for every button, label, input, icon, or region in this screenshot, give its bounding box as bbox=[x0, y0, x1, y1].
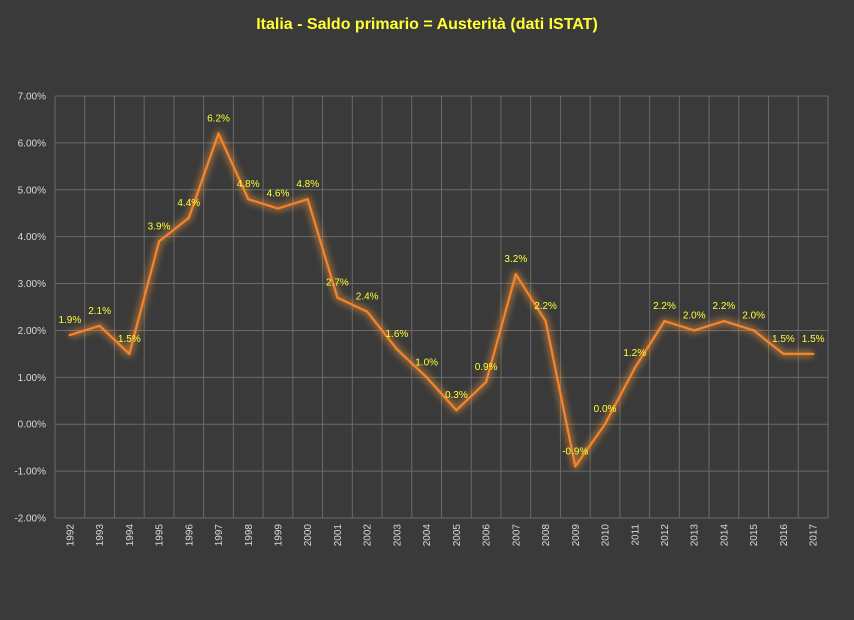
data-label: 2.4% bbox=[356, 292, 379, 303]
data-point bbox=[336, 296, 339, 299]
x-tick-label: 2013 bbox=[690, 524, 701, 547]
y-tick-label: -1.00% bbox=[14, 467, 46, 478]
data-label: 1.6% bbox=[386, 329, 409, 340]
data-label: 4.4% bbox=[177, 198, 200, 209]
data-label: 4.6% bbox=[267, 189, 290, 200]
x-tick-label: 2005 bbox=[452, 524, 463, 547]
data-label: 2.2% bbox=[534, 301, 557, 312]
x-tick-label: 2006 bbox=[482, 524, 493, 547]
data-point bbox=[187, 216, 190, 220]
x-tick-label: 2002 bbox=[363, 524, 374, 547]
x-tick-label: 2007 bbox=[511, 524, 522, 547]
y-axis-ticks: 7.00% 6.00% 5.00% 4.00% 3.00% 2.00% 1.00% 0.00%… bbox=[14, 92, 46, 525]
data-point bbox=[217, 132, 220, 135]
data-label: 1.5% bbox=[118, 334, 141, 345]
data-point bbox=[544, 319, 547, 323]
x-tick-label: 1996 bbox=[184, 524, 195, 547]
data-label: 2.1% bbox=[88, 306, 111, 317]
x-tick-label: 2009 bbox=[571, 524, 582, 547]
series-line bbox=[68, 130, 815, 470]
series-line-path bbox=[69, 132, 814, 468]
y-tick-label: 4.00% bbox=[18, 232, 46, 243]
data-label: 3.9% bbox=[148, 221, 171, 232]
data-point bbox=[603, 423, 607, 426]
y-tick-label: -2.00% bbox=[14, 514, 46, 525]
y-tick-label: 7.00% bbox=[18, 92, 46, 103]
x-tick-label: 2015 bbox=[749, 524, 760, 547]
x-tick-label: 1993 bbox=[95, 524, 106, 547]
data-label: 2.7% bbox=[326, 278, 349, 289]
y-tick-label: 5.00% bbox=[18, 185, 46, 196]
x-tick-label: 2010 bbox=[601, 524, 612, 547]
x-axis-ticks: 1992 1993 1994 1995 1996 1997 1998 1999 2000 2001… bbox=[65, 524, 819, 547]
x-tick-label: 2008 bbox=[541, 524, 552, 547]
data-point bbox=[782, 352, 785, 356]
data-point bbox=[68, 333, 72, 337]
x-tick-label: 2011 bbox=[630, 524, 641, 546]
data-label: 2.0% bbox=[683, 310, 706, 321]
data-point bbox=[425, 376, 428, 379]
data-label: 1.5% bbox=[772, 334, 795, 345]
data-label: 1.5% bbox=[802, 334, 825, 345]
data-point bbox=[514, 272, 518, 276]
x-tick-label: 2004 bbox=[422, 524, 433, 547]
x-tick-label: 1994 bbox=[125, 524, 136, 547]
data-label: 2.0% bbox=[742, 310, 765, 321]
y-tick-label: 1.00% bbox=[18, 373, 46, 384]
data-point bbox=[98, 324, 101, 327]
data-point bbox=[484, 380, 488, 384]
data-label: -0.9% bbox=[562, 446, 588, 457]
data-label: 1.0% bbox=[415, 357, 438, 368]
data-label: 1.9% bbox=[58, 315, 81, 326]
data-label: 2.2% bbox=[653, 301, 676, 312]
data-point bbox=[365, 310, 369, 313]
data-point bbox=[247, 197, 250, 201]
data-point bbox=[276, 207, 280, 210]
x-tick-label: 1998 bbox=[244, 524, 255, 547]
x-tick-label: 1999 bbox=[273, 524, 284, 547]
y-tick-label: 6.00% bbox=[18, 138, 46, 149]
x-tick-label: 2014 bbox=[719, 524, 730, 547]
x-tick-label: 1997 bbox=[214, 524, 225, 547]
x-tick-label: 1995 bbox=[155, 524, 166, 547]
data-label: 4.8% bbox=[296, 179, 319, 190]
x-tick-label: 2001 bbox=[333, 524, 344, 547]
data-labels: 1.9% 2.1% 1.5% 3.9% 4.4% 6.2% 4.8% 4.6% 4.8% 2.7%… bbox=[58, 114, 824, 458]
data-point bbox=[455, 408, 458, 412]
y-tick-label: 0.00% bbox=[18, 420, 46, 431]
y-tick-label: 2.00% bbox=[18, 326, 46, 337]
data-point bbox=[811, 352, 815, 356]
x-tick-label: 2016 bbox=[779, 524, 790, 547]
data-point bbox=[663, 319, 666, 323]
data-label: 6.2% bbox=[207, 114, 230, 125]
data-point bbox=[722, 319, 726, 323]
data-point bbox=[128, 352, 131, 356]
data-point bbox=[633, 366, 636, 370]
data-label: 2.2% bbox=[713, 301, 736, 312]
data-label: 3.2% bbox=[504, 254, 527, 265]
x-tick-label: 2017 bbox=[809, 524, 820, 547]
data-point bbox=[574, 465, 577, 468]
data-label: 4.8% bbox=[237, 179, 260, 190]
data-point bbox=[306, 197, 309, 201]
data-label: 0.3% bbox=[445, 390, 468, 401]
data-label: 0.9% bbox=[475, 362, 498, 373]
data-point bbox=[395, 348, 399, 351]
x-tick-label: 2012 bbox=[660, 524, 671, 547]
x-tick-label: 2000 bbox=[303, 524, 314, 547]
x-tick-label: 1992 bbox=[65, 524, 76, 547]
data-label: 0.0% bbox=[594, 404, 617, 415]
data-point bbox=[752, 329, 755, 332]
data-point bbox=[693, 329, 696, 332]
y-tick-label: 3.00% bbox=[18, 279, 46, 290]
chart-title: Italia - Saldo primario = Austerità (dat… bbox=[256, 16, 598, 33]
x-tick-label: 2003 bbox=[392, 524, 403, 547]
data-label: 1.2% bbox=[623, 348, 646, 359]
data-point bbox=[157, 240, 161, 243]
